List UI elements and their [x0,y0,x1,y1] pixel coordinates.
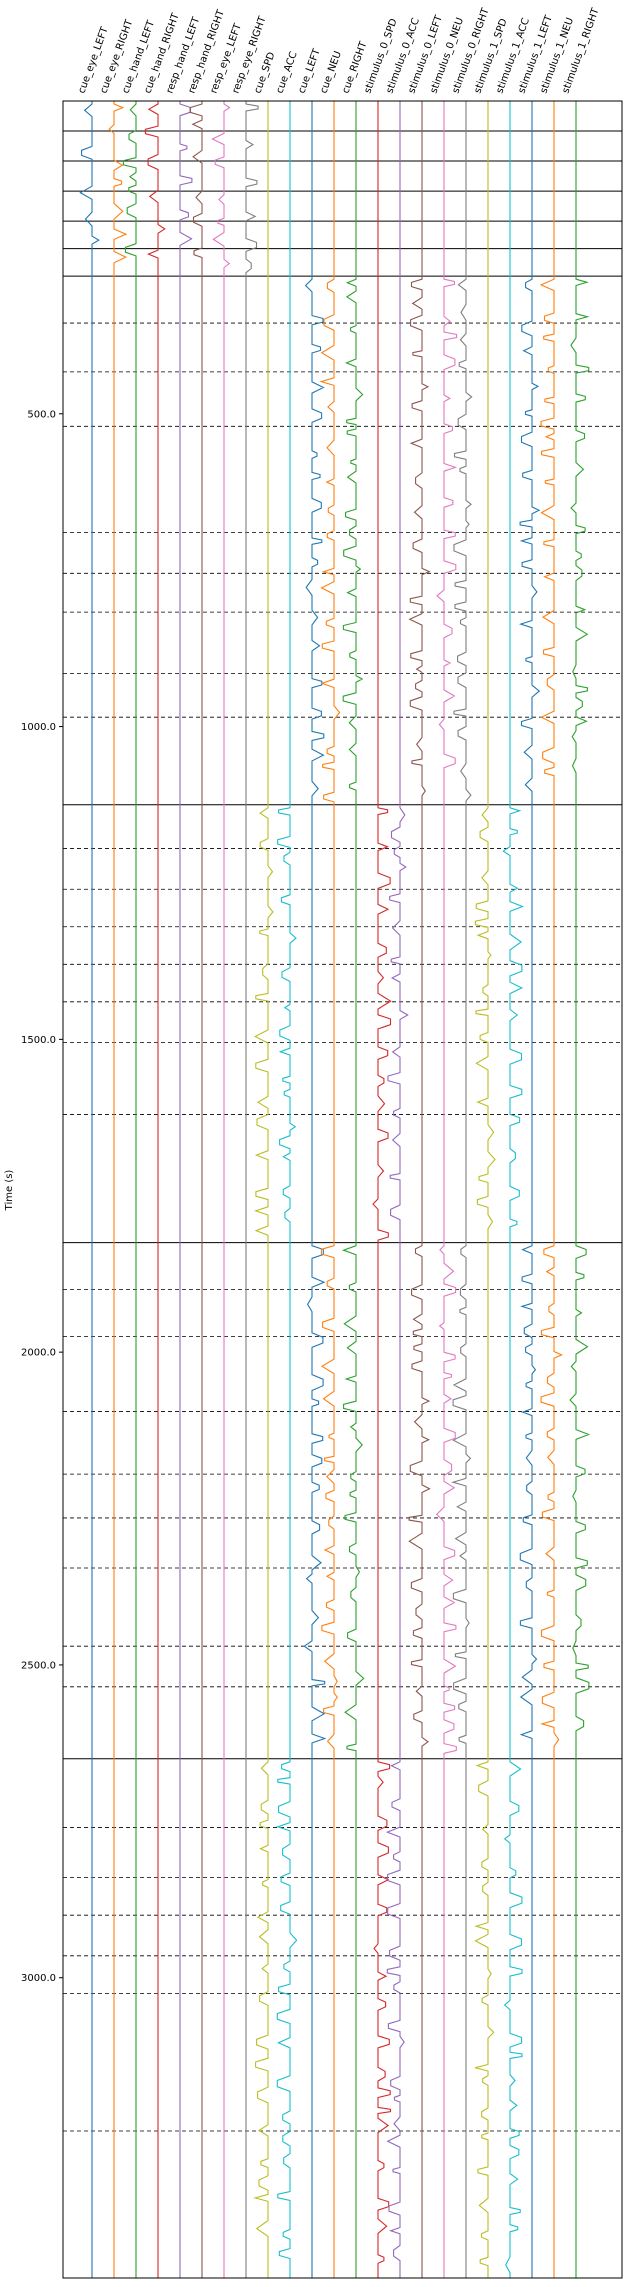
trace-stimulus-1-left [518,101,541,2278]
trace-resp-eye-left [211,101,231,2278]
column-label-cue-spd: cue_SPD [252,51,277,96]
column-labels: cue_eye_LEFTcue_eye_RIGHTcue_hand_LEFTcu… [76,6,601,95]
trace-cue-left [303,101,327,2278]
trace-cue-hand-left [122,101,137,2278]
trace-stimulus-0-spd [372,101,392,2278]
y-tick-label: 1500.0 [21,1035,56,1046]
trace-stimulus-0-acc [385,101,409,2278]
y-tick-label: 500.0 [27,409,56,420]
trace-stimulus-1-neu [539,101,563,2278]
trace-stimulus-0-left [408,101,431,2278]
segment-separators [63,130,622,2132]
trace-stimulus-1-spd [474,101,496,2278]
trace-cue-right [341,101,365,2278]
y-tick-label: 2500.0 [21,1660,56,1671]
trace-stimulus-0-neu [435,101,458,2278]
y-tick-label: 1000.0 [21,722,56,733]
y-tick-label: 2000.0 [21,1348,56,1359]
trace-cue-eye-left [79,101,100,2278]
plot-frame [62,100,623,2279]
trace-cue-neu [319,101,341,2278]
column-label-cue-acc: cue_ACC [274,50,299,95]
traces-group [79,101,591,2278]
trace-stimulus-1-acc [502,101,525,2278]
trace-stimulus-1-right [569,101,591,2278]
y-axis-ticks: 500.0 1000.0 1500.0 2000.0 2500.0 3000.0 [21,409,63,1984]
trace-cue-eye-right [108,101,128,2278]
trace-resp-hand-right [189,101,203,2278]
trace-resp-hand-left [179,101,193,2278]
y-tick-label: 3000.0 [21,1973,56,1984]
y-axis-title: Time (s) [4,1170,15,1212]
trace-cue-hand-right [144,101,166,2278]
trace-cue-acc [275,101,298,2278]
trace-cue-spd [253,101,274,2278]
trace-resp-eye-right [245,101,259,2278]
trace-stimulus-0-right [451,101,473,2278]
column-label-cue-neu: cue_NEU [318,50,343,95]
